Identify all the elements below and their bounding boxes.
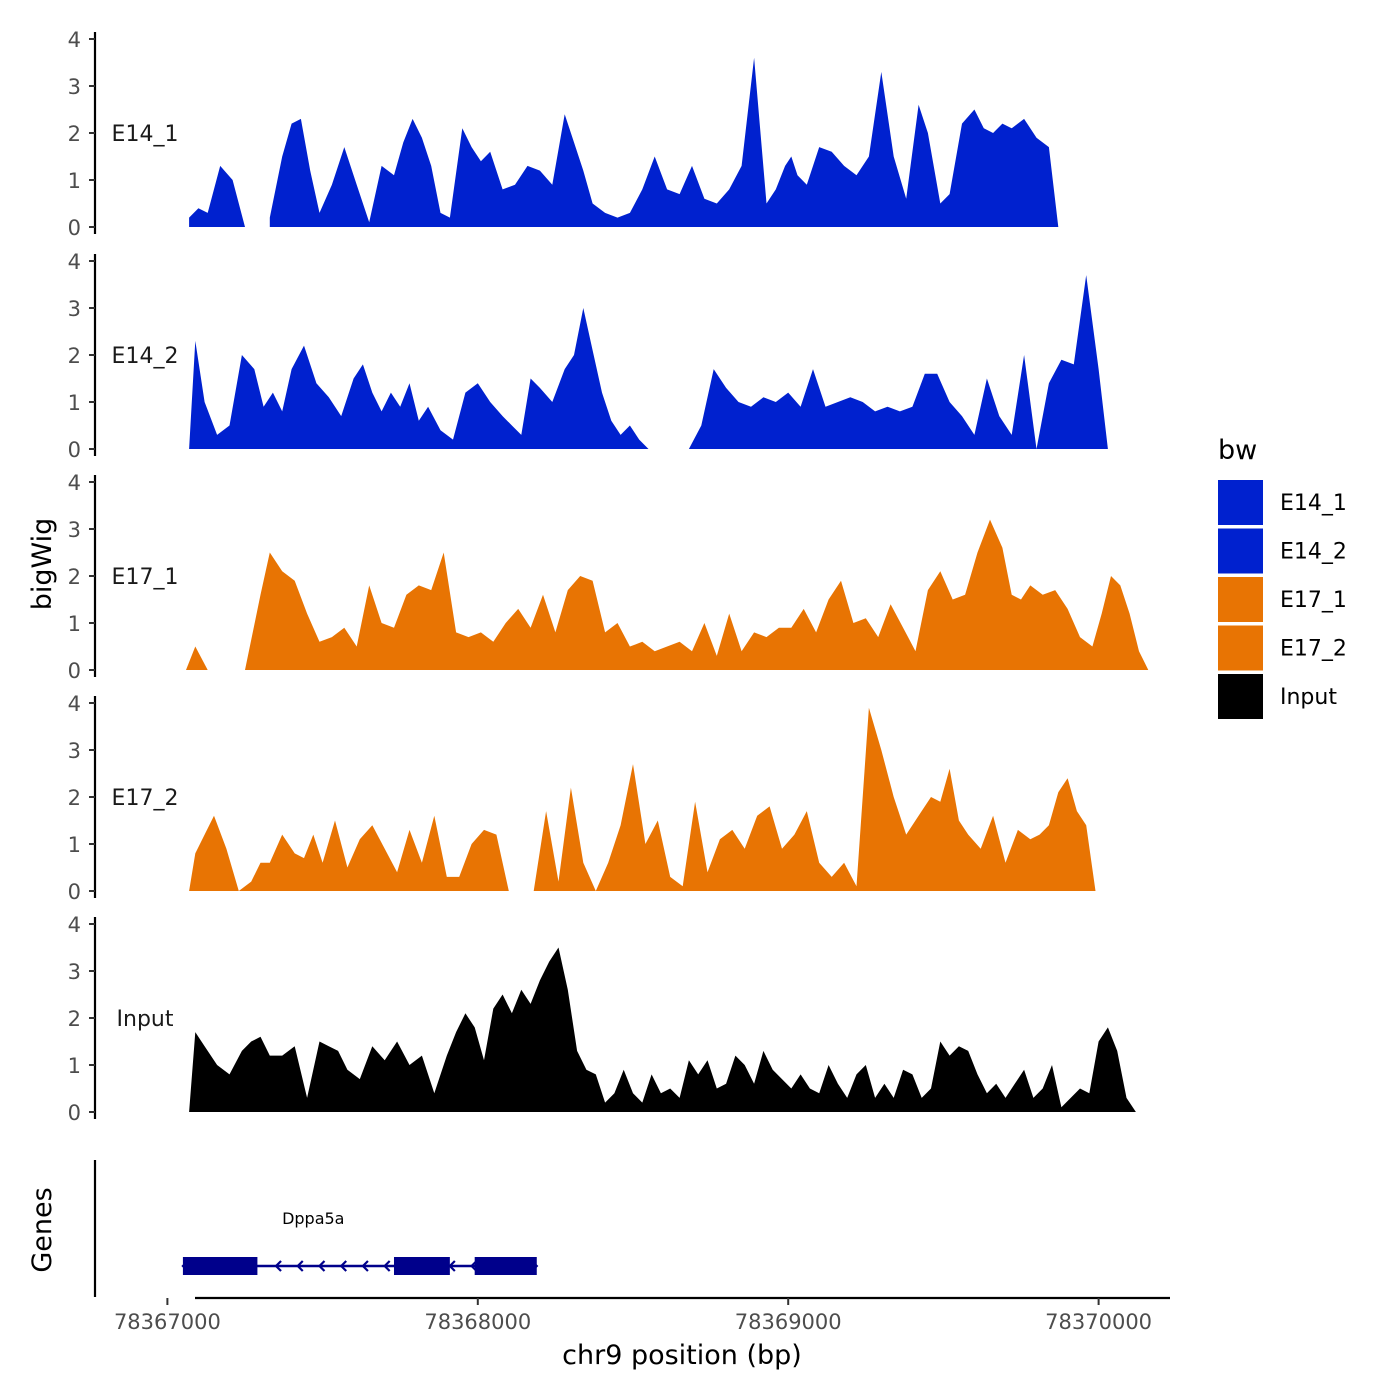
coverage-area-E17_2-segment-1: [533, 707, 1096, 891]
y-tick-label: 2: [68, 786, 81, 810]
y-tick-label: 0: [68, 216, 81, 240]
y-tick-label: 4: [68, 913, 81, 937]
x-axis: 78367000 78368000 78369000 78370000: [114, 1296, 1170, 1334]
y-tick-label: 1: [68, 391, 81, 415]
x-tick-label: 78370000: [1045, 1310, 1152, 1334]
x-tick-label: 78367000: [114, 1310, 221, 1334]
track-label-E14_2: E14_2: [112, 344, 179, 369]
legend-label: E14_1: [1280, 491, 1347, 516]
coverage-tracks: 0 1 2 3 4 E14_1 0 1 2 3 4 E14_2 0 1 2 3 4 E17_1 0 1 2 3 4 E17_2…: [68, 28, 1149, 1125]
track-E14_2: 0 1 2 3 4 E14_2: [68, 250, 1108, 462]
coverage-area-E17_1-segment-0: [186, 646, 208, 670]
y-tick-label: 4: [68, 250, 81, 274]
x-axis-title: chr9 position (bp): [562, 1340, 802, 1371]
legend-label: E17_1: [1280, 588, 1347, 613]
y-tick-label: 2: [68, 1007, 81, 1031]
gene-track: Dppa5a: [93, 1160, 539, 1297]
legend-entry-Input: Input: [1218, 674, 1337, 719]
legend-swatch: [1218, 625, 1263, 671]
legend-title: bw: [1218, 435, 1257, 466]
strand-arrow: [274, 1260, 282, 1272]
x-tick-label: 78368000: [424, 1310, 531, 1334]
y-tick-label: 1: [68, 612, 81, 636]
coverage-area-E14_2-segment-1: [688, 275, 1108, 449]
gene-exon-1: [182, 1257, 258, 1275]
y-tick-label: 3: [68, 297, 81, 321]
legend-swatch: [1218, 480, 1263, 525]
legend-entry-E14_1: E14_1: [1218, 480, 1347, 525]
coverage-area-Input-segment-0: [189, 947, 1136, 1112]
y-tick-label: 2: [68, 565, 81, 589]
y-tick-label: 0: [68, 438, 81, 462]
legend-label: Input: [1280, 685, 1337, 710]
coverage-area-E17_1-segment-1: [245, 519, 1149, 670]
track-E17_2: 0 1 2 3 4 E17_2: [68, 692, 1096, 904]
track-E17_1: 0 1 2 3 4 E17_1: [68, 471, 1149, 683]
y-tick-label: 2: [68, 344, 81, 368]
legend-label: E14_2: [1280, 540, 1347, 565]
legend-entry-E14_2: E14_2: [1218, 528, 1347, 574]
y-tick-label: 2: [68, 122, 81, 146]
y-tick-label: 3: [68, 75, 81, 99]
strand-arrow: [361, 1260, 369, 1272]
y-tick-label: 1: [68, 833, 81, 857]
legend: bw E14_1 E14_2 E17_1 E17_2 Input: [1218, 435, 1347, 719]
coverage-area-E14_2-segment-0: [189, 308, 649, 449]
strand-arrow: [317, 1260, 326, 1272]
track-E14_1: 0 1 2 3 4 E14_1: [68, 28, 1059, 240]
legend-swatch: [1218, 674, 1263, 719]
y-tick-label: 4: [68, 471, 81, 495]
y-axis-title: bigWig: [27, 518, 58, 611]
y-tick-label: 3: [68, 960, 81, 984]
strand-arrow: [339, 1260, 347, 1272]
y-tick-label: 0: [68, 1101, 81, 1125]
y-tick-label: 0: [68, 880, 81, 904]
legend-swatch: [1218, 528, 1263, 574]
coverage-area-E14_1-segment-0: [189, 165, 245, 227]
y-tick-label: 0: [68, 659, 81, 683]
track-label-Input: Input: [117, 1007, 174, 1032]
y-tick-label: 1: [68, 1054, 81, 1078]
coverage-area-E17_2-segment-0: [189, 815, 509, 891]
legend-label: E17_2: [1280, 637, 1347, 662]
y-tick-label: 3: [68, 739, 81, 763]
y-tick-label: 1: [68, 169, 81, 193]
y-tick-label: 3: [68, 518, 81, 542]
track-label-E17_2: E17_2: [112, 786, 179, 811]
gene-track-title: Genes: [27, 1187, 58, 1272]
strand-arrow: [383, 1260, 391, 1272]
track-Input: 0 1 2 3 4 Input: [68, 913, 1136, 1125]
y-tick-label: 4: [68, 692, 81, 716]
gene-exon-3: [474, 1257, 537, 1275]
track-label-E14_1: E14_1: [112, 122, 179, 147]
legend-entry-E17_1: E17_1: [1218, 577, 1347, 622]
legend-entry-E17_2: E17_2: [1218, 625, 1347, 671]
track-label-E17_1: E17_1: [112, 565, 179, 590]
coverage-area-E14_1-segment-1: [269, 57, 1059, 227]
y-tick-label: 4: [68, 28, 81, 52]
legend-swatch: [1218, 577, 1263, 622]
gene-Dppa5a: Dppa5a: [181, 1209, 539, 1275]
gene-label-Dppa5a: Dppa5a: [282, 1209, 344, 1228]
strand-arrow: [296, 1260, 304, 1272]
x-tick-label: 78369000: [735, 1310, 842, 1334]
gene-exon-2: [393, 1257, 450, 1275]
